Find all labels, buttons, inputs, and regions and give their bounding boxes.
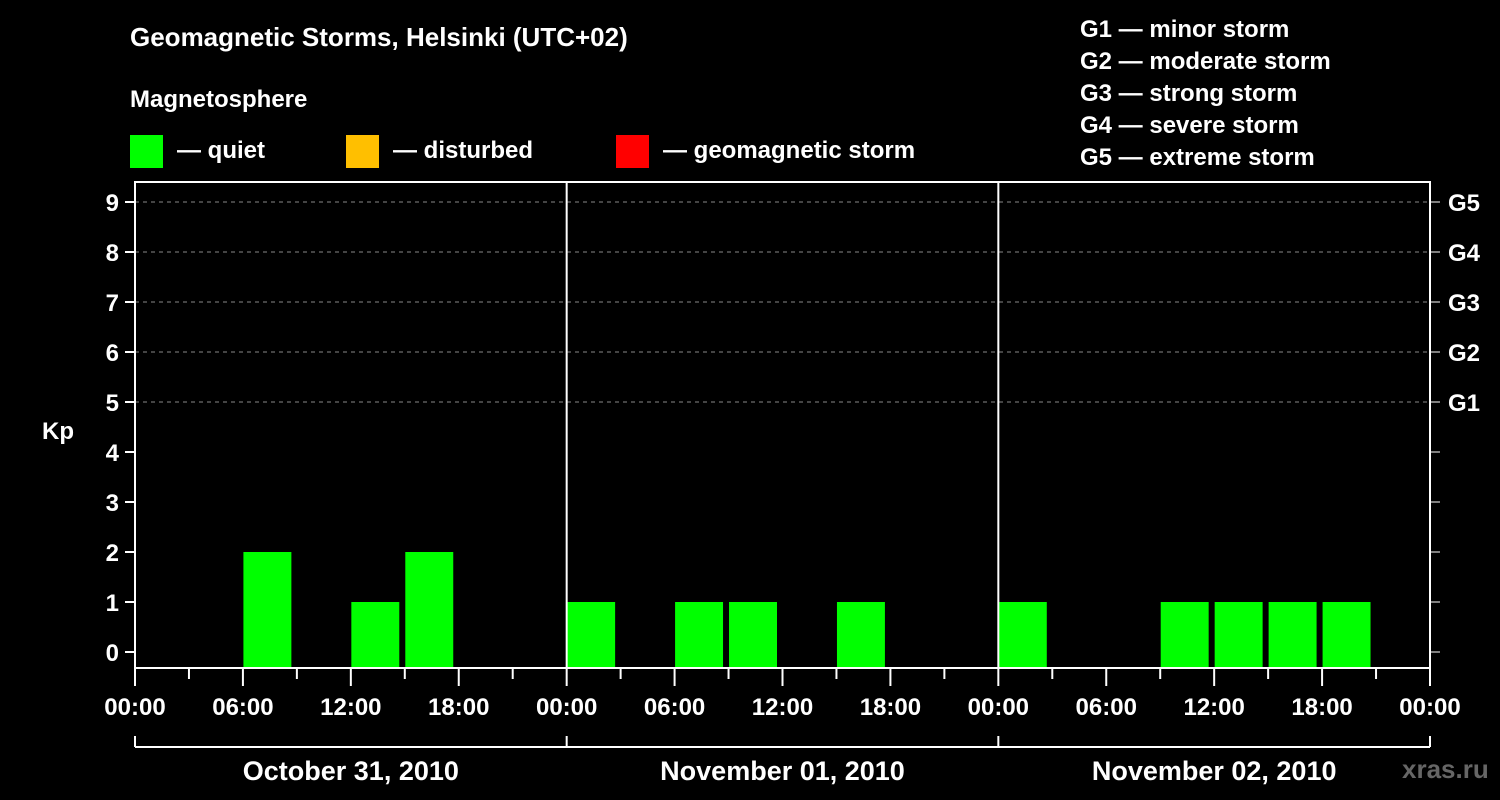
right-axis-label-g5: G5 [1448, 190, 1480, 217]
day-label-1: November 01, 2010 [660, 756, 905, 786]
legend-label-disturbed: — disturbed [393, 137, 534, 164]
y-tick-label-6: 6 [106, 340, 119, 367]
y-tick-label-0: 0 [106, 640, 119, 667]
legend-swatch-quiet [130, 134, 163, 168]
x-tick-label-5: 06:00 [644, 694, 705, 721]
x-tick-label-2: 12:00 [320, 694, 381, 721]
x-tick-label-3: 18:00 [428, 694, 489, 721]
storm-level-legend: G1 — minor storm G2 — moderate storm G3 … [1080, 14, 1331, 174]
day-label-2: November 02, 2010 [1092, 756, 1337, 786]
right-axis-label-g2: G2 [1448, 340, 1480, 367]
storm-level-g1: G1 — minor storm [1080, 16, 1290, 43]
y-tick-label-9: 9 [106, 190, 119, 217]
bar-day0-slot4 [351, 602, 400, 668]
bar-day1-slot2 [675, 602, 724, 668]
legend-label-storm: — geomagnetic storm [663, 137, 916, 164]
bar-day2-slot6 [1322, 602, 1371, 668]
right-axis-label-g4: G4 [1448, 240, 1481, 267]
storm-level-g3: G3 — strong storm [1080, 80, 1298, 107]
watermark: xras.ru [1402, 754, 1489, 784]
legend-swatch-disturbed [346, 134, 379, 168]
storm-level-g2: G2 — moderate storm [1080, 48, 1331, 75]
y-tick-label-1: 1 [106, 590, 119, 617]
x-tick-label-0: 00:00 [104, 694, 165, 721]
legend-item-quiet: — quiet [130, 134, 265, 168]
x-tick-label-7: 18:00 [860, 694, 921, 721]
chart-subtitle: Magnetosphere [130, 86, 308, 113]
bar-day2-slot4 [1214, 602, 1263, 668]
y-tick-label-8: 8 [106, 240, 119, 267]
x-tick-label-1: 06:00 [212, 694, 273, 721]
x-tick-label-11: 18:00 [1291, 694, 1352, 721]
bar-day1-slot0 [567, 602, 616, 668]
bar-day2-slot5 [1268, 602, 1317, 668]
chart-title: Geomagnetic Storms, Helsinki (UTC+02) [130, 22, 628, 52]
plot-frame [134, 181, 1431, 669]
bar-day1-slot3 [729, 602, 777, 668]
bar-day0-slot5 [405, 552, 454, 668]
bar-day0-slot2 [243, 552, 292, 668]
right-axis-label-g1: G1 [1448, 390, 1480, 417]
x-tick-label-12: 00:00 [1399, 694, 1460, 721]
legend-swatch-storm [616, 134, 649, 168]
bar-day1-slot5 [836, 602, 885, 668]
x-tick-label-10: 12:00 [1183, 694, 1244, 721]
y-tick-label-2: 2 [106, 540, 119, 567]
legend-item-disturbed: — disturbed [346, 134, 533, 168]
bar-day2-slot3 [1160, 602, 1209, 668]
y-tick-label-4: 4 [106, 440, 120, 467]
x-tick-label-4: 00:00 [536, 694, 597, 721]
y-tick-label-3: 3 [106, 490, 119, 517]
bar-day2-slot0 [998, 602, 1047, 668]
legend-label-quiet: — quiet [177, 137, 265, 164]
day-label-0: October 31, 2010 [243, 756, 459, 786]
storm-level-g4: G4 — severe storm [1080, 112, 1299, 139]
x-tick-label-6: 12:00 [752, 694, 813, 721]
storm-level-g5: G5 — extreme storm [1080, 144, 1315, 171]
y-tick-label-7: 7 [106, 290, 119, 317]
y-tick-label-5: 5 [106, 390, 119, 417]
y-axis-label: Kp [42, 418, 74, 445]
x-tick-label-9: 06:00 [1076, 694, 1137, 721]
x-tick-label-8: 00:00 [968, 694, 1029, 721]
right-axis-label-g3: G3 [1448, 290, 1480, 317]
legend-item-storm: — geomagnetic storm [616, 134, 915, 168]
